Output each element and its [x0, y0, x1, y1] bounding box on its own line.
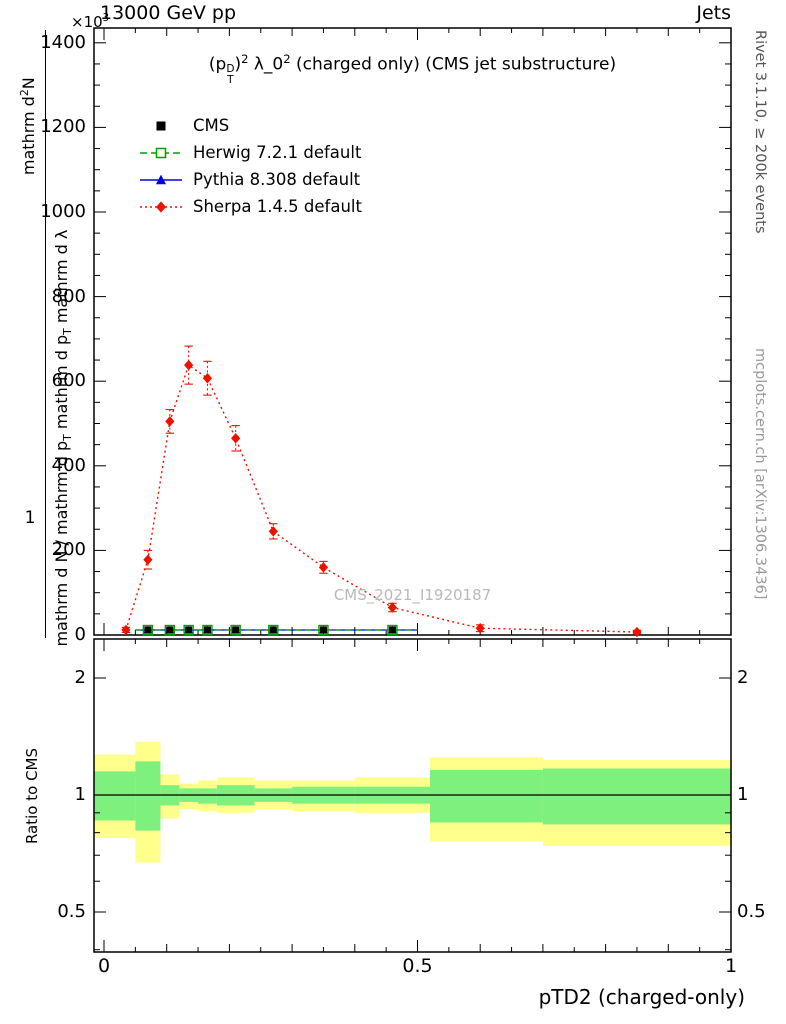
- sherpa-marker: [165, 416, 175, 427]
- mcplots-citation-label: mcplots.cern.ch [arXiv:1306.3436]: [752, 348, 768, 600]
- herwig-marker: [183, 624, 194, 636]
- sherpa-marker: [184, 359, 194, 371]
- herwig-marker: [268, 624, 279, 636]
- legend-marker-square-filled: [156, 121, 166, 130]
- legend-glyph: [155, 147, 167, 158]
- ratio-tick-label-right: 2: [737, 666, 749, 688]
- ratio-band-green: [542, 768, 731, 825]
- ylabel-exponent: 2: [17, 89, 31, 97]
- title-fragment: ): [234, 54, 242, 75]
- observable-title: (p D T)2 λ_02 (charged only) (CMS jet subs…: [94, 52, 731, 86]
- y-tick-label: 1200: [40, 116, 86, 138]
- multiplier-exponent: 3: [102, 13, 110, 24]
- ratio-band-green: [94, 771, 136, 821]
- legend: CMS Herwig 7.2.1 default Pythia 8.308 defa…: [138, 112, 362, 220]
- sherpa-marker: [268, 526, 278, 537]
- title-superscript: D: [226, 63, 235, 76]
- legend-glyph: [156, 121, 166, 130]
- cms-marker: [144, 626, 152, 634]
- sherpa-marker: [387, 602, 398, 613]
- legend-item: Sherpa 1.4.5 default: [138, 193, 362, 220]
- cms-marker: [388, 626, 396, 634]
- sherpa-marker: [143, 554, 153, 565]
- ratio-tick-label-left: 2: [74, 666, 86, 688]
- title-exponent: 2: [241, 52, 249, 66]
- legend-glyph: [156, 200, 166, 213]
- ratio-band-green: [430, 769, 543, 823]
- y-tick-label: 400: [51, 454, 86, 476]
- legend-label: CMS: [193, 116, 230, 135]
- sherpa-marker: [632, 626, 642, 638]
- legend-marker-triangle-filled: [140, 174, 182, 184]
- ylabel-fragment: mathrm d λ: [51, 229, 71, 329]
- main-panel-frame: [93, 27, 732, 636]
- ratio-tick-label-right: 0.5: [737, 901, 766, 922]
- cms-marker: [185, 626, 193, 634]
- ylabel-fragment: N: [19, 77, 39, 90]
- x-tick-label: 0: [97, 955, 111, 977]
- y-axis-multiplier: ×103: [71, 13, 109, 31]
- cms-marker: [319, 626, 327, 634]
- title-exponent: 2: [283, 52, 291, 66]
- y-axis-fraction-bar: [45, 30, 46, 638]
- legend-label: Pythia 8.308 default: [193, 170, 361, 189]
- legend-glyph: [156, 174, 166, 184]
- ratio-tick-label-left: 0.5: [57, 901, 86, 922]
- x-tick-label: 0.5: [402, 955, 433, 977]
- title-fragment: (charged only) (CMS jet substructure): [290, 54, 617, 75]
- topic-label: Jets: [696, 2, 731, 24]
- legend-item: Pythia 8.308 default: [138, 166, 362, 193]
- x-axis-title: pTD2 (charged-only): [538, 985, 745, 1009]
- sherpa-marker: [231, 433, 241, 444]
- sherpa-marker: [202, 373, 213, 384]
- herwig-marker: [202, 624, 213, 636]
- beam-energy-label: 13000 GeV pp: [100, 2, 237, 24]
- herwig-marker: [318, 624, 329, 636]
- herwig-marker: [164, 624, 176, 636]
- legend-item: Herwig 7.2.1 default: [138, 139, 362, 166]
- sherpa-curve: [125, 364, 637, 633]
- legend-label: Herwig 7.2.1 default: [193, 143, 362, 162]
- ylabel-subscript: T: [61, 328, 75, 335]
- rivet-version-label: Rivet 3.1.10, ≥ 200k events: [752, 30, 768, 234]
- x-tick-label: 1: [724, 955, 738, 977]
- ratio-band-green: [135, 761, 161, 831]
- y-tick-label: 0: [74, 624, 86, 645]
- ratio-tick-label-left: 1: [74, 784, 86, 805]
- sherpa-marker: [121, 624, 131, 636]
- legend-label: Sherpa 1.4.5 default: [193, 197, 362, 216]
- sherpa-marker: [475, 623, 485, 634]
- cms-marker: [166, 626, 174, 634]
- y-tick-label: 600: [51, 370, 86, 392]
- legend-marker-diamond-filled: [140, 200, 182, 213]
- ratio-band-green: [198, 788, 217, 804]
- y-tick-label: 1000: [40, 201, 86, 222]
- herwig-marker: [230, 624, 241, 636]
- cms-marker: [203, 626, 211, 634]
- herwig-marker: [142, 624, 154, 636]
- herwig-marker: [387, 624, 398, 636]
- y-tick-label: 800: [51, 285, 86, 307]
- legend-item: CMS: [138, 112, 362, 139]
- y-tick-label: 200: [51, 539, 86, 561]
- title-fragment: (p: [208, 54, 227, 75]
- cms-marker: [232, 626, 240, 634]
- title-subscript: T: [227, 74, 234, 87]
- ylabel-subscript: T: [61, 434, 75, 441]
- cms-marker: [269, 626, 277, 634]
- title-fragment: λ_0: [248, 54, 284, 75]
- sherpa-marker: [318, 562, 329, 573]
- ratio-tick-label-right: 1: [737, 784, 749, 805]
- legend-marker-square-open: [140, 147, 182, 158]
- watermark-text: CMS_2021_I1920187: [333, 586, 492, 604]
- y-axis-label-one: 1: [24, 508, 36, 528]
- y-tick-label: 1400: [40, 31, 86, 53]
- multiplier-base: ×10: [71, 13, 103, 31]
